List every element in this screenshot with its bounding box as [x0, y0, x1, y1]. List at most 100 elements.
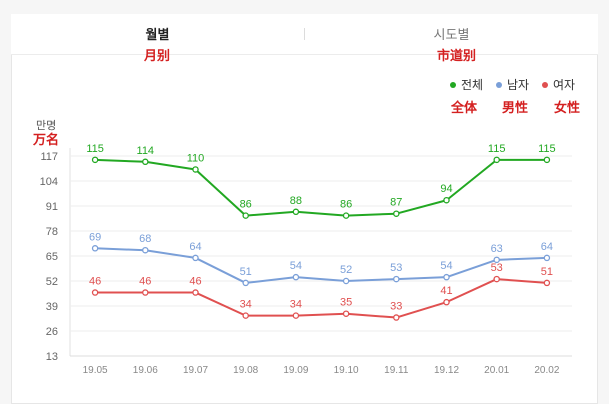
y-tick-label: 78: [46, 226, 58, 238]
data-label-male: 69: [89, 231, 101, 243]
data-point-male: [393, 275, 400, 283]
chart-panel: [11, 14, 598, 404]
tab-by-region[interactable]: 시도별: [433, 27, 470, 42]
x-tick-label: 19.07: [183, 365, 208, 376]
data-point-total: [91, 156, 99, 164]
data-point-female: [493, 275, 500, 283]
data-point-male: [493, 256, 500, 264]
data-label-male: 68: [139, 233, 151, 245]
data-point-female: [292, 312, 300, 319]
y-tick-label: 52: [46, 276, 58, 288]
series-line-male: [95, 247, 547, 284]
data-label-female: 53: [491, 262, 503, 274]
data-point-male: [242, 279, 249, 287]
x-tick-label: 20.01: [484, 365, 509, 376]
data-label-female: 46: [89, 276, 101, 288]
y-tick-label: 104: [40, 176, 58, 188]
legend-item-total[interactable]: 전체: [450, 76, 483, 93]
data-label-total: 87: [390, 197, 402, 209]
data-point-male: [543, 254, 551, 262]
data-point-total: [443, 196, 450, 204]
data-point-total: [142, 158, 149, 166]
legend-label-male: 남자: [507, 78, 530, 92]
data-point-female: [543, 279, 551, 287]
data-label-male: 52: [340, 264, 352, 276]
x-tick-label: 19.06: [133, 365, 158, 376]
tab-by-region-annotation: 市道别: [437, 48, 477, 63]
legend-label-total: 전체: [461, 78, 484, 92]
x-tick-label: 19.09: [283, 365, 308, 376]
data-point-total: [543, 156, 551, 164]
series-line-total: [95, 158, 547, 217]
data-point-female: [142, 289, 149, 296]
data-label-female: 34: [240, 299, 252, 311]
data-point-male: [292, 273, 300, 281]
data-point-female: [342, 310, 350, 317]
data-point-total: [242, 212, 249, 219]
y-tick-label: 13: [46, 351, 58, 363]
y-tick-label: 26: [46, 326, 58, 338]
legend-dot-total: [450, 81, 456, 88]
x-tick-label: 19.10: [334, 365, 359, 376]
legend-male-annotation: 男性: [502, 100, 529, 115]
y-tick-label: 39: [46, 301, 58, 313]
y-tick-label: 91: [46, 201, 58, 213]
data-point-total: [292, 208, 300, 216]
data-label-female: 41: [440, 285, 452, 297]
data-label-total: 115: [538, 143, 556, 155]
data-label-female: 33: [390, 301, 402, 313]
data-label-total: 115: [488, 143, 506, 155]
data-label-female: 34: [290, 299, 302, 311]
x-tick-label: 19.05: [83, 365, 108, 376]
data-label-male: 54: [290, 260, 302, 272]
data-label-total: 86: [240, 199, 252, 211]
y-tick-label: 65: [46, 251, 58, 263]
data-label-male: 51: [240, 266, 252, 278]
data-label-total: 110: [187, 152, 205, 164]
data-label-total: 88: [290, 195, 302, 207]
y-tick-label: 117: [40, 151, 58, 163]
tab-divider: [304, 28, 305, 40]
x-tick-label: 20.02: [534, 365, 559, 376]
data-label-female: 51: [541, 266, 553, 278]
data-point-male: [342, 277, 350, 285]
data-point-female: [393, 314, 400, 321]
data-point-male: [443, 273, 450, 281]
data-label-total: 115: [86, 143, 104, 155]
x-tick-label: 19.11: [384, 365, 409, 376]
data-point-male: [192, 254, 199, 262]
data-point-female: [443, 298, 450, 306]
tab-monthly-annotation: 月别: [144, 48, 171, 63]
data-label-female: 46: [139, 276, 151, 288]
data-label-male: 63: [491, 243, 503, 255]
tab-bar: 월별 시도별: [11, 14, 598, 55]
legend-item-female[interactable]: 여자: [542, 76, 575, 93]
legend-female-annotation: 女性: [554, 100, 581, 115]
data-point-female: [192, 289, 199, 296]
data-label-male: 64: [541, 241, 553, 253]
legend-label-female: 여자: [553, 78, 576, 92]
legend-dot-female: [542, 81, 548, 88]
data-label-female: 46: [189, 276, 201, 288]
data-point-total: [192, 166, 199, 173]
y-unit-label: 만명: [36, 120, 57, 132]
data-point-female: [242, 312, 249, 319]
series-line-female: [95, 278, 547, 319]
data-label-total: 114: [137, 145, 155, 157]
x-tick-label: 19.08: [233, 365, 258, 376]
data-point-male: [91, 245, 99, 252]
data-label-male: 53: [390, 262, 402, 274]
legend-dot-male: [496, 81, 502, 88]
data-label-total: 94: [440, 183, 452, 195]
data-label-male: 54: [440, 260, 452, 272]
data-label-total: 86: [340, 199, 352, 211]
data-label-female: 35: [340, 297, 352, 309]
data-point-total: [393, 210, 400, 217]
y-unit-annotation: 万名: [33, 132, 60, 147]
legend-item-male[interactable]: 남자: [496, 76, 529, 93]
data-point-total: [342, 212, 350, 219]
data-point-total: [493, 156, 500, 164]
data-point-female: [91, 289, 99, 296]
tab-monthly[interactable]: 월별: [145, 27, 170, 42]
